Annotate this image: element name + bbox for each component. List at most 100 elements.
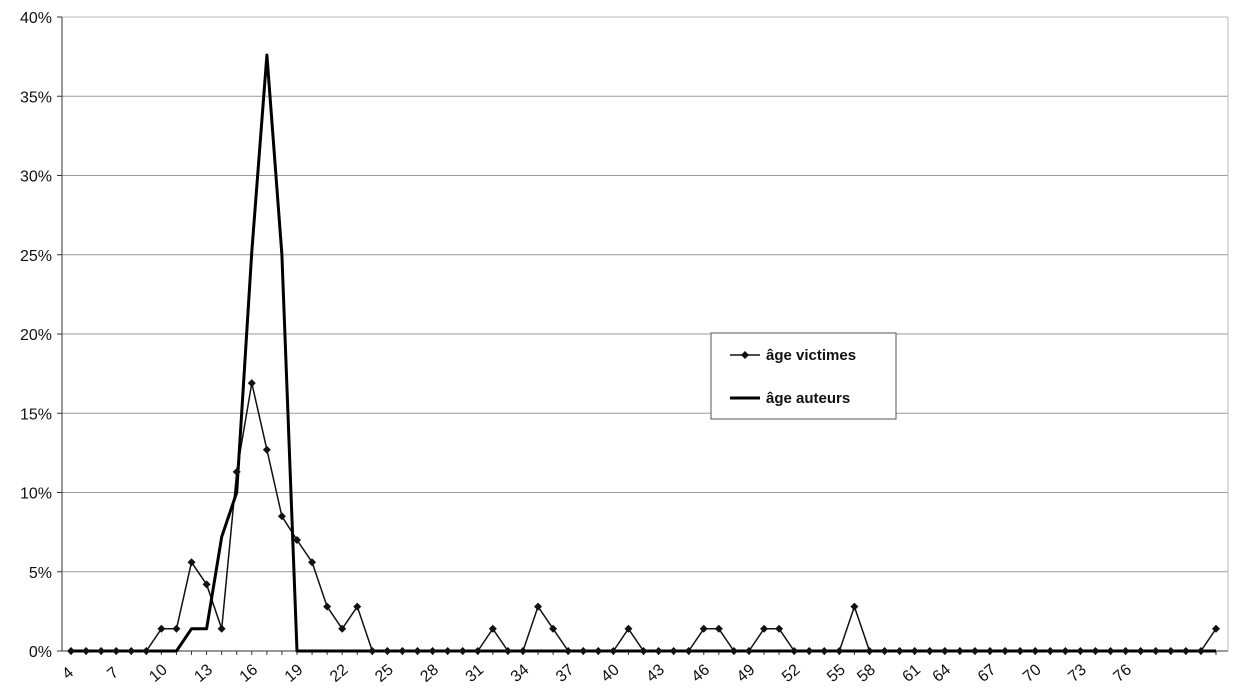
data-point-victimes <box>383 647 392 655</box>
y-tick-label: 40% <box>20 10 52 27</box>
data-point-victimes <box>292 536 301 545</box>
x-tick-label: 61 <box>900 661 925 686</box>
data-point-victimes <box>232 467 241 476</box>
data-point-victimes <box>1181 647 1190 655</box>
data-point-victimes <box>609 647 618 655</box>
x-tick-label: 76 <box>1110 661 1135 686</box>
series-line-auteurs <box>71 53 1216 653</box>
x-tick-label: 40 <box>598 661 623 686</box>
x-tick-label: 4 <box>59 664 77 683</box>
data-point-victimes <box>760 624 769 633</box>
x-tick-label: 28 <box>417 661 442 686</box>
x-tick-label: 58 <box>854 661 879 686</box>
data-point-victimes <box>1121 647 1130 655</box>
y-axis-tick-labels: 0% 5% 10% 15% 20% 25% 30% 35% 40% <box>20 10 52 661</box>
data-point-victimes <box>729 647 738 655</box>
data-point-victimes <box>277 512 286 521</box>
legend-item-victimes: âge victimes <box>730 347 856 364</box>
data-point-victimes <box>217 624 226 633</box>
x-tick-label: 46 <box>689 661 714 686</box>
data-point-victimes <box>187 558 196 567</box>
data-point-victimes <box>910 647 919 655</box>
legend: âge victimes âge auteurs <box>710 332 897 420</box>
data-point-victimes <box>1091 647 1100 655</box>
data-point-victimes <box>338 624 347 633</box>
data-point-victimes <box>398 647 407 655</box>
x-tick-label: 55 <box>824 661 849 686</box>
x-tick-label: 31 <box>463 661 488 686</box>
data-point-victimes <box>594 647 603 655</box>
data-point-victimes <box>503 647 512 655</box>
data-point-victimes <box>413 647 422 655</box>
y-tick-label: 30% <box>20 169 52 186</box>
x-tick-label: 52 <box>779 661 804 686</box>
series-lines <box>71 53 1217 653</box>
y-tick-label: 25% <box>20 248 52 265</box>
data-point-victimes <box>67 647 75 655</box>
legend-marker-victimes <box>741 351 749 359</box>
data-point-victimes <box>1106 647 1115 655</box>
x-tick-label: 49 <box>734 661 759 686</box>
x-axis-tick-labels: 4 7 10 13 16 19 22 25 28 31 34 37 40 43 46 49 52 55 58 61 64… <box>59 661 1135 686</box>
data-point-victimes <box>534 602 543 611</box>
data-point-victimes <box>654 647 663 655</box>
x-tick-label: 64 <box>930 661 955 686</box>
data-point-victimes <box>1151 647 1160 655</box>
data-point-victimes <box>820 647 829 655</box>
data-point-victimes <box>684 647 693 655</box>
x-tick-label: 16 <box>237 661 262 686</box>
data-point-victimes <box>1212 624 1220 633</box>
data-point-victimes <box>970 647 979 655</box>
data-point-victimes <box>353 602 362 611</box>
data-point-victimes <box>247 379 256 388</box>
legend-label-auteurs: âge auteurs <box>766 390 850 407</box>
x-tick-label: 22 <box>327 661 352 686</box>
data-point-victimes <box>940 647 949 655</box>
x-tick-label: 73 <box>1065 661 1090 686</box>
data-point-victimes <box>1196 647 1205 655</box>
data-point-victimes <box>1136 647 1145 655</box>
y-tick-label: 15% <box>20 406 52 423</box>
data-point-victimes <box>880 647 889 655</box>
legend-box <box>710 332 897 420</box>
data-point-victimes <box>518 647 527 655</box>
data-point-victimes <box>1016 647 1025 655</box>
data-point-victimes <box>368 647 377 655</box>
series-markers <box>67 379 1220 655</box>
x-tick-label: 43 <box>643 661 668 686</box>
data-point-victimes <box>835 647 844 655</box>
data-point-victimes <box>127 647 136 655</box>
data-point-victimes <box>744 647 753 655</box>
data-point-victimes <box>488 624 497 633</box>
data-point-victimes <box>82 647 91 655</box>
y-tick-label: 10% <box>20 486 52 503</box>
data-point-victimes <box>669 647 678 655</box>
data-point-victimes <box>775 624 784 633</box>
y-tick-label: 35% <box>20 89 52 106</box>
legend-item-auteurs: âge auteurs <box>730 390 850 407</box>
data-point-victimes <box>112 647 121 655</box>
data-point-victimes <box>850 602 859 611</box>
data-point-victimes <box>458 647 467 655</box>
data-point-victimes <box>308 558 317 567</box>
data-point-victimes <box>790 647 799 655</box>
data-point-victimes <box>805 647 814 655</box>
data-point-victimes <box>142 647 151 655</box>
data-point-victimes <box>1076 647 1085 655</box>
y-tick-label: 20% <box>20 327 52 344</box>
series-line-victimes <box>71 382 1217 652</box>
data-point-victimes <box>323 602 332 611</box>
data-point-victimes <box>955 647 964 655</box>
x-tick-label: 37 <box>553 661 578 686</box>
data-point-victimes <box>1001 647 1010 655</box>
x-tick-label: 19 <box>282 661 307 686</box>
data-point-victimes <box>428 647 437 655</box>
data-point-victimes <box>579 647 588 655</box>
x-tick-label: 34 <box>508 661 533 686</box>
data-point-victimes <box>865 647 874 655</box>
data-point-victimes <box>172 624 181 633</box>
x-tick-label: 10 <box>146 661 171 686</box>
data-point-victimes <box>262 445 271 454</box>
data-point-victimes <box>473 647 482 655</box>
